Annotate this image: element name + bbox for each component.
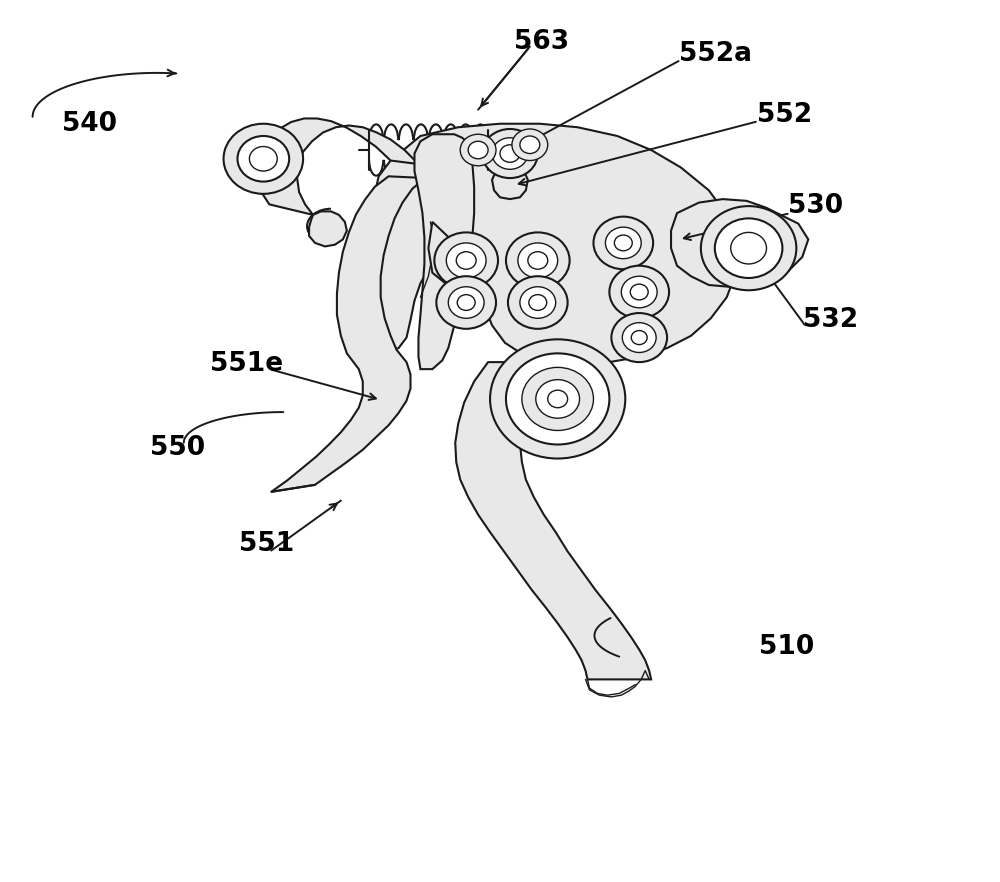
Circle shape xyxy=(593,217,653,269)
Circle shape xyxy=(518,243,558,278)
Text: 540: 540 xyxy=(62,111,117,137)
Polygon shape xyxy=(671,199,808,287)
Circle shape xyxy=(482,129,538,178)
Circle shape xyxy=(492,138,528,169)
Circle shape xyxy=(468,141,488,159)
Circle shape xyxy=(520,287,556,318)
Circle shape xyxy=(224,123,303,194)
Polygon shape xyxy=(361,123,737,364)
Polygon shape xyxy=(309,212,347,246)
Circle shape xyxy=(490,340,625,459)
Text: 532: 532 xyxy=(803,307,858,333)
Circle shape xyxy=(448,287,484,318)
Circle shape xyxy=(611,313,667,363)
Circle shape xyxy=(508,276,568,329)
Circle shape xyxy=(436,276,496,329)
Text: 551e: 551e xyxy=(210,351,283,377)
Circle shape xyxy=(701,206,796,290)
Polygon shape xyxy=(428,222,460,283)
Polygon shape xyxy=(257,118,418,215)
Text: 530: 530 xyxy=(788,193,844,219)
Circle shape xyxy=(621,276,657,308)
Text: 550: 550 xyxy=(150,435,205,461)
Circle shape xyxy=(446,243,486,278)
Circle shape xyxy=(237,136,289,182)
Circle shape xyxy=(522,368,593,430)
Text: 563: 563 xyxy=(514,29,569,56)
Text: 552a: 552a xyxy=(679,41,752,67)
Text: 552: 552 xyxy=(757,102,812,128)
Circle shape xyxy=(460,134,496,166)
Circle shape xyxy=(622,323,656,353)
Circle shape xyxy=(520,136,540,153)
Circle shape xyxy=(434,232,498,288)
Polygon shape xyxy=(455,363,651,679)
Circle shape xyxy=(506,232,570,288)
Text: 510: 510 xyxy=(759,634,814,660)
Polygon shape xyxy=(271,176,425,492)
Circle shape xyxy=(609,265,669,318)
Circle shape xyxy=(605,228,641,258)
Text: 551: 551 xyxy=(239,532,294,557)
Circle shape xyxy=(715,219,782,278)
Circle shape xyxy=(536,379,580,418)
Circle shape xyxy=(506,354,609,445)
Polygon shape xyxy=(414,134,474,370)
Circle shape xyxy=(512,129,548,161)
